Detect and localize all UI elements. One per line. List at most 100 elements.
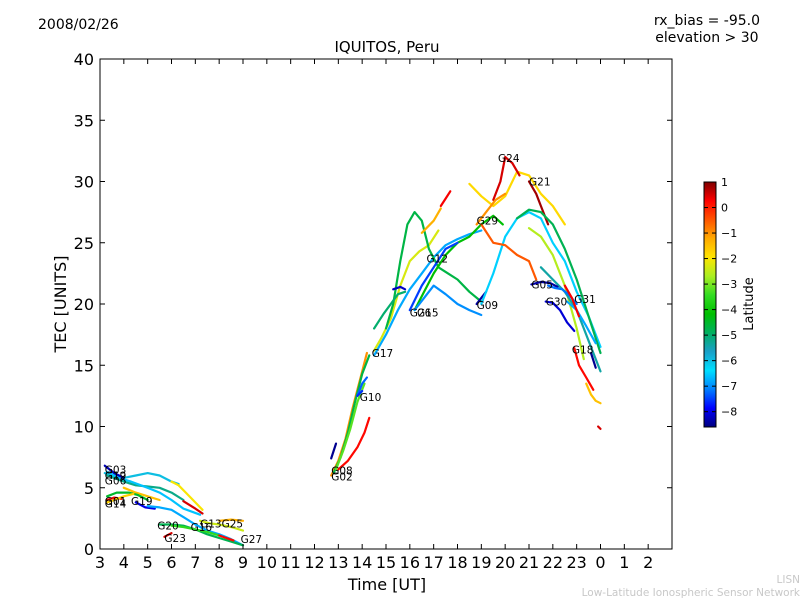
satellite-track-9 — [105, 492, 135, 504]
satellite-label-15: G17 — [372, 348, 394, 360]
y-tick-label: 35 — [74, 111, 94, 130]
satellite-label-23: G05 — [531, 279, 553, 291]
satellite-track-33 — [439, 190, 452, 208]
x-tick-label: 20 — [495, 553, 515, 572]
satellite-label-1: G19 — [105, 471, 127, 483]
x-tick-label: 2 — [643, 553, 653, 572]
satellite-track-3 — [103, 464, 125, 479]
rx-bias-label: rx_bias = -95.0 — [653, 13, 760, 29]
colorbar-tick-label: −3 — [721, 278, 737, 291]
satellite-track-40 — [475, 192, 507, 226]
satellite-label-10: G25 — [222, 518, 244, 530]
satellite-label-13: G02 — [331, 472, 353, 484]
satellite-track-34 — [420, 207, 442, 234]
satellite-track-24 — [356, 389, 364, 397]
satellite-label-16: G26 — [410, 308, 432, 320]
x-tick-label: 8 — [214, 553, 224, 572]
y-tick-label: 5 — [84, 479, 94, 498]
satellite-track-38 — [480, 223, 538, 281]
colorbar-tick-label: −2 — [721, 253, 737, 266]
satellite-label-12: G08 — [331, 466, 353, 478]
colorbar-tick-label: −1 — [721, 227, 737, 240]
satellite-label-19: G09 — [477, 300, 499, 312]
x-tick-label: 3 — [95, 553, 105, 572]
elevation-label: elevation > 30 — [655, 30, 759, 46]
x-axis-label: Time [UT] — [347, 575, 426, 594]
series-layer — [103, 155, 602, 547]
satellite-label-11: G27 — [241, 534, 263, 546]
satellite-track-12 — [158, 523, 245, 547]
satellite-track-2 — [105, 470, 202, 516]
receiver-settings: rx_bias = -95.0 elevation > 30 — [654, 13, 760, 47]
y-tick-label: 10 — [74, 418, 94, 437]
date-label: 2008/02/26 — [38, 17, 119, 33]
satellite-track-36 — [480, 211, 602, 348]
satellite-label-0: G03 — [105, 464, 127, 476]
x-tick-label: 12 — [304, 553, 324, 572]
footer: LISN Low-Latitude Ionospheric Sensor Net… — [582, 574, 800, 600]
satellite-track-1 — [105, 474, 185, 502]
satellite-track-18 — [330, 351, 368, 477]
satellite-label-7: G23 — [164, 533, 186, 545]
satellite-label-22: G21 — [529, 177, 551, 189]
colorbar-tick-label: −6 — [721, 355, 737, 368]
satellite-label-21: G24 — [498, 153, 520, 165]
satellite-track-50 — [563, 284, 581, 318]
satellite-track-22 — [356, 376, 368, 397]
chart-title: IQUITOS, Peru — [334, 38, 439, 56]
x-tick-label: 5 — [143, 553, 153, 572]
satellite-track-27 — [384, 211, 483, 330]
x-tick-label: 23 — [566, 553, 586, 572]
satellite-track-21 — [337, 416, 371, 471]
footer-subtitle: Low-Latitude Ionospheric Sensor Network — [581, 587, 800, 599]
footer-title: LISN — [776, 574, 800, 586]
satellite-label-14: G10 — [360, 392, 382, 404]
satellite-track-17 — [163, 531, 173, 538]
satellite-label-20: G29 — [477, 216, 499, 228]
y-tick-label: 20 — [74, 295, 94, 314]
satellite-track-45 — [530, 280, 559, 288]
y-tick-label: 25 — [74, 234, 94, 253]
satellite-track-10 — [134, 501, 156, 510]
x-axis-ticks: 3 4 5 6 7 8 9 10 11 12 13 14 15 16 17 18 19 20 21 22 23 0 1 2 — [95, 59, 673, 572]
colorbar-gradient — [703, 181, 717, 428]
x-tick-label: 22 — [543, 553, 563, 572]
colorbar-tick-label: −5 — [721, 329, 737, 342]
satellite-track-5 — [122, 486, 161, 502]
satellite-track-28 — [373, 290, 407, 330]
satellite-label-3: G01 — [105, 496, 127, 508]
satellite-track-39 — [492, 155, 521, 201]
y-axis-ticks: 0 5 10 15 20 25 30 35 40 — [74, 50, 672, 559]
satellite-track-53 — [596, 425, 602, 430]
satellite-track-49 — [589, 351, 597, 369]
x-tick-label: 4 — [119, 553, 129, 572]
y-tick-label: 40 — [74, 50, 94, 69]
satellite-track-23 — [330, 442, 338, 460]
y-tick-label: 15 — [74, 356, 94, 375]
satellite-track-25 — [373, 229, 483, 357]
x-tick-label: 19 — [471, 553, 491, 572]
satellite-label-9: G13 — [200, 518, 222, 530]
satellite-label-26: G18 — [572, 344, 594, 356]
x-tick-label: 14 — [352, 553, 372, 572]
satellite-track-31 — [413, 284, 483, 317]
colorbar-tick-label: 1 — [721, 176, 728, 189]
colorbar-ticks: 1 0 −1 −2 −3 −4 −5 −6 −7 −8 — [704, 176, 737, 419]
y-tick-label: 30 — [74, 173, 94, 192]
satellite-track-6 — [182, 500, 204, 515]
x-tick-label: 13 — [328, 553, 348, 572]
x-tick-label: 7 — [190, 553, 200, 572]
satellite-label-24: G30 — [546, 297, 568, 309]
x-tick-label: 1 — [619, 553, 629, 572]
satellite-track-4 — [170, 480, 204, 511]
y-axis-label: TEC [UNITS] — [51, 256, 70, 354]
satellite-track-14 — [199, 519, 245, 532]
satellite-track-16 — [218, 518, 245, 522]
colorbar: 1 0 −1 −2 −3 −4 −5 −6 −7 −8 Latitude — [703, 176, 757, 428]
x-tick-label: 6 — [166, 553, 176, 572]
satellite-track-13 — [170, 524, 221, 537]
colorbar-tick-label: −4 — [721, 304, 737, 317]
x-tick-label: 10 — [257, 553, 277, 572]
